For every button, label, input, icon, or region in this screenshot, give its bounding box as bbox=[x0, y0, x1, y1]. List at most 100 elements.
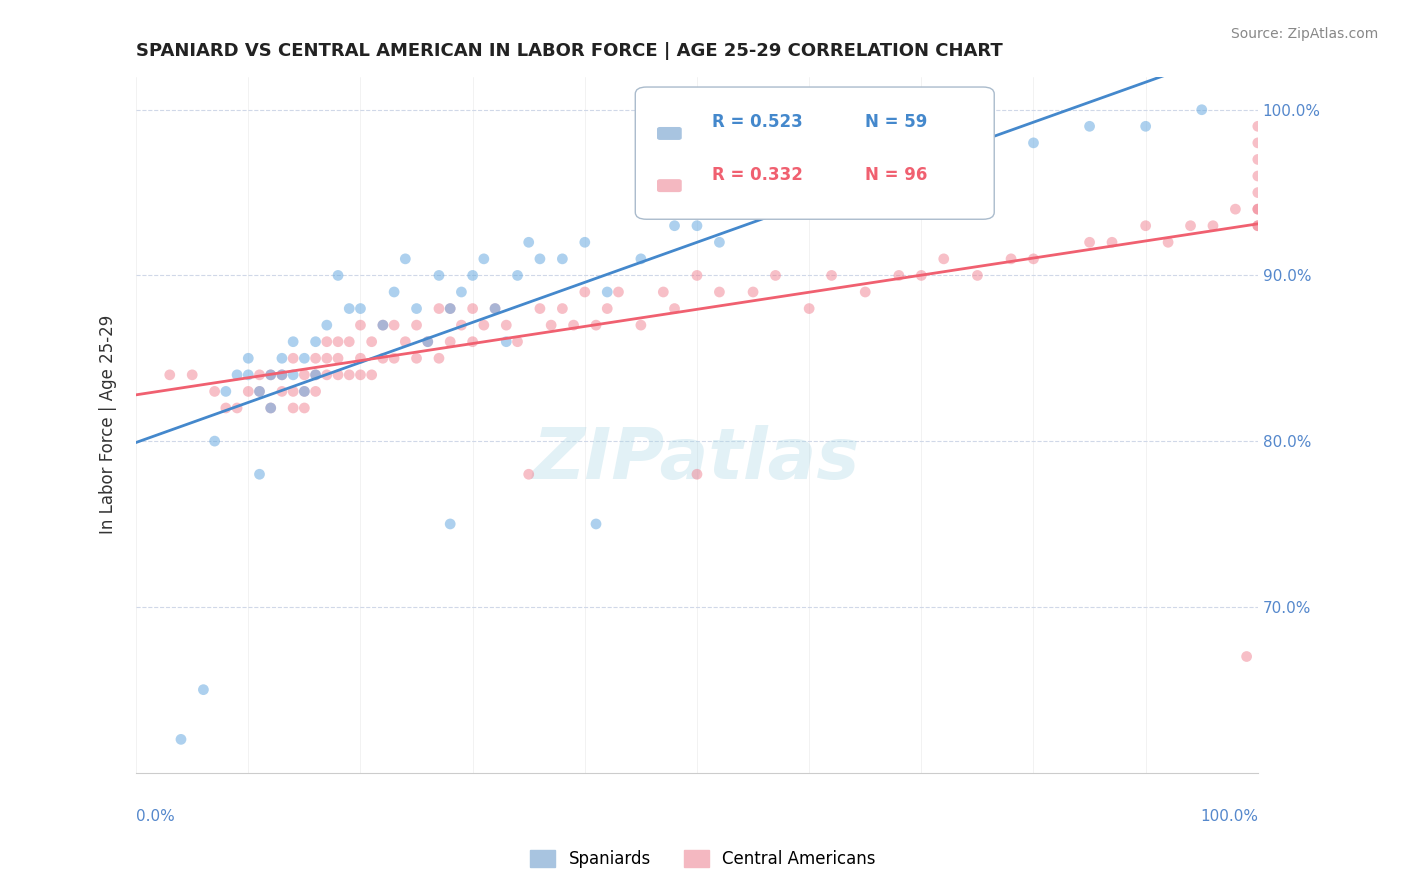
Point bbox=[686, 467, 709, 482]
Point bbox=[283, 334, 305, 349]
Point bbox=[472, 252, 495, 266]
Point bbox=[337, 301, 360, 316]
Point bbox=[820, 268, 842, 283]
Point bbox=[249, 467, 271, 482]
Point bbox=[238, 368, 260, 382]
Point bbox=[326, 334, 349, 349]
Point bbox=[382, 318, 405, 332]
Point bbox=[1247, 153, 1270, 167]
Point bbox=[260, 401, 283, 415]
Point bbox=[551, 301, 574, 316]
Point bbox=[326, 368, 349, 382]
Point bbox=[271, 368, 294, 382]
Point bbox=[506, 334, 529, 349]
Point bbox=[574, 285, 596, 299]
Point bbox=[405, 301, 427, 316]
Point bbox=[797, 186, 820, 200]
Point bbox=[292, 384, 315, 399]
Point bbox=[1191, 103, 1213, 117]
Point bbox=[1247, 202, 1270, 216]
Point bbox=[260, 368, 283, 382]
Point bbox=[215, 384, 238, 399]
Point bbox=[315, 334, 337, 349]
Point bbox=[439, 301, 461, 316]
Point bbox=[283, 368, 305, 382]
Point bbox=[1247, 120, 1270, 134]
Point bbox=[742, 285, 765, 299]
Point bbox=[1225, 202, 1247, 216]
Point bbox=[652, 285, 675, 299]
Point bbox=[260, 368, 283, 382]
Point bbox=[686, 268, 709, 283]
Point bbox=[630, 252, 652, 266]
Point bbox=[1000, 252, 1022, 266]
Point bbox=[596, 285, 619, 299]
FancyBboxPatch shape bbox=[636, 87, 994, 219]
Point bbox=[484, 301, 506, 316]
Point bbox=[204, 384, 226, 399]
Point bbox=[1101, 235, 1123, 250]
Point bbox=[596, 301, 619, 316]
Point bbox=[765, 268, 787, 283]
Point bbox=[371, 318, 394, 332]
Point bbox=[585, 318, 607, 332]
Point bbox=[686, 219, 709, 233]
Point bbox=[1202, 219, 1225, 233]
Point bbox=[439, 334, 461, 349]
Point bbox=[226, 401, 249, 415]
Point bbox=[271, 384, 294, 399]
Point bbox=[461, 334, 484, 349]
Text: ZIPatlas: ZIPatlas bbox=[533, 425, 860, 494]
Point bbox=[427, 351, 450, 366]
Point bbox=[910, 153, 932, 167]
Point bbox=[349, 318, 371, 332]
Text: 100.0%: 100.0% bbox=[1199, 809, 1258, 824]
Text: Source: ZipAtlas.com: Source: ZipAtlas.com bbox=[1230, 27, 1378, 41]
Point bbox=[315, 318, 337, 332]
Point bbox=[349, 368, 371, 382]
Point bbox=[1157, 235, 1180, 250]
Point bbox=[607, 285, 630, 299]
Point bbox=[427, 301, 450, 316]
Point bbox=[742, 202, 765, 216]
Point bbox=[1247, 169, 1270, 183]
Point bbox=[529, 301, 551, 316]
Point bbox=[630, 318, 652, 332]
Point bbox=[574, 235, 596, 250]
Point bbox=[271, 351, 294, 366]
Point bbox=[709, 235, 731, 250]
Point bbox=[337, 368, 360, 382]
Point bbox=[360, 368, 382, 382]
Point bbox=[371, 351, 394, 366]
Point bbox=[360, 334, 382, 349]
Point bbox=[910, 268, 932, 283]
Point bbox=[249, 384, 271, 399]
Point bbox=[382, 285, 405, 299]
Point bbox=[664, 219, 686, 233]
Point bbox=[472, 318, 495, 332]
Point bbox=[540, 318, 562, 332]
Text: R = 0.523: R = 0.523 bbox=[711, 113, 803, 131]
Point bbox=[529, 252, 551, 266]
Point bbox=[551, 252, 574, 266]
Legend: Spaniards, Central Americans: Spaniards, Central Americans bbox=[523, 843, 883, 875]
Point bbox=[585, 516, 607, 531]
Point bbox=[1247, 202, 1270, 216]
Point bbox=[371, 318, 394, 332]
Point bbox=[159, 368, 181, 382]
Point bbox=[1022, 252, 1045, 266]
Point bbox=[709, 285, 731, 299]
Point bbox=[226, 368, 249, 382]
Point bbox=[439, 301, 461, 316]
Point bbox=[304, 384, 326, 399]
Point bbox=[249, 368, 271, 382]
Point bbox=[484, 301, 506, 316]
Point bbox=[405, 351, 427, 366]
Point bbox=[193, 682, 215, 697]
Point bbox=[416, 334, 439, 349]
Point bbox=[1135, 219, 1157, 233]
Point bbox=[831, 169, 853, 183]
Point bbox=[966, 153, 988, 167]
Text: 0.0%: 0.0% bbox=[136, 809, 174, 824]
Point bbox=[887, 268, 910, 283]
